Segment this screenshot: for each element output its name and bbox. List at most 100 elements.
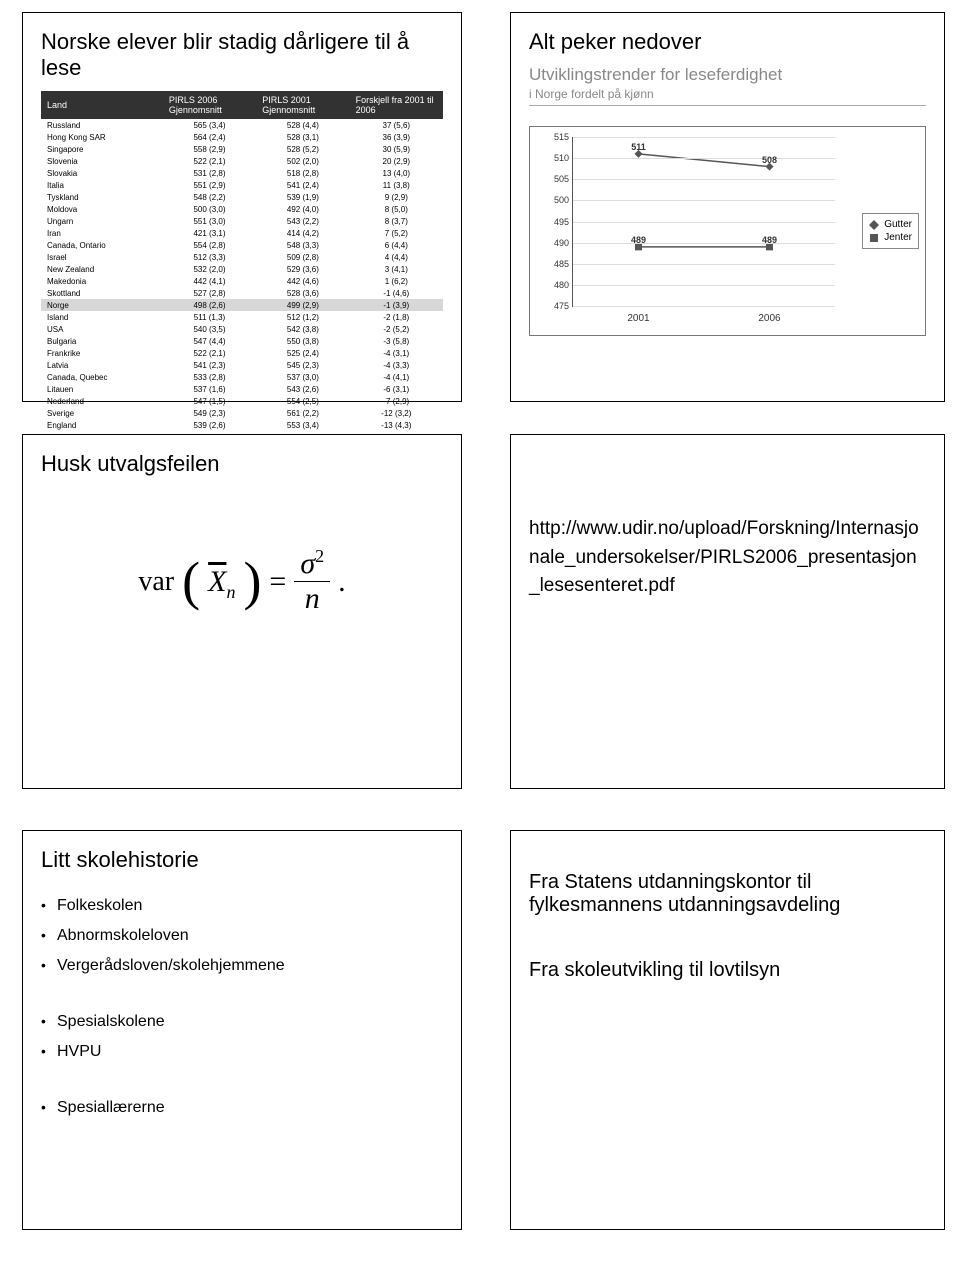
table-cell: 539 (2,6)	[163, 419, 256, 431]
slide6-text: Fra Statens utdanningskontor til fylkesm…	[529, 871, 926, 982]
table-cell: 522 (2,1)	[163, 155, 256, 167]
table-cell: 529 (3,6)	[256, 263, 349, 275]
point-label: 508	[762, 155, 777, 165]
table-cell: Slovenia	[41, 155, 163, 167]
slide5-title: Litt skolehistorie	[41, 847, 443, 873]
slide-history: Litt skolehistorie Folkeskolen Abnormsko…	[22, 830, 462, 1230]
table-cell: 528 (4,4)	[256, 119, 349, 131]
table-cell: 509 (2,8)	[256, 251, 349, 263]
slide-from-to: Fra Statens utdanningskontor til fylkesm…	[510, 830, 945, 1230]
table-cell: 543 (2,2)	[256, 215, 349, 227]
table-row: Hong Kong SAR564 (2,4)528 (3,1)36 (3,9)	[41, 131, 443, 143]
table-cell: 543 (2,6)	[256, 383, 349, 395]
table-row: Slovakia531 (2,8)518 (2,8)13 (4,0)	[41, 167, 443, 179]
table-cell: 7 (5,2)	[350, 227, 443, 239]
slide-pirls-table: Norske elever blir stadig dårligere til …	[22, 12, 462, 402]
slide2-sub: Utviklingstrender for leseferdighet	[529, 65, 926, 85]
table-row: England539 (2,6)553 (3,4)-13 (4,3)	[41, 419, 443, 431]
table-cell: 518 (2,8)	[256, 167, 349, 179]
table-cell: Skottland	[41, 287, 163, 299]
table-cell: 548 (2,2)	[163, 191, 256, 203]
y-tick: 490	[543, 238, 569, 248]
table-cell: 3 (4,1)	[350, 263, 443, 275]
table-cell: 442 (4,6)	[256, 275, 349, 287]
square-icon	[869, 233, 879, 243]
x-tick: 2001	[627, 313, 649, 324]
table-cell: 1 (6,2)	[350, 275, 443, 287]
table-cell: 11 (3,8)	[350, 179, 443, 191]
table-cell: 36 (3,9)	[350, 131, 443, 143]
table-cell: Italia	[41, 179, 163, 191]
table-cell: Canada, Ontario	[41, 239, 163, 251]
y-tick: 500	[543, 195, 569, 205]
bullet-item: Abnormskoleloven	[41, 921, 443, 951]
table-cell: 4 (4,4)	[350, 251, 443, 263]
chart-legend: Gutter Jenter	[862, 213, 919, 249]
table-cell: -2 (5,2)	[350, 323, 443, 335]
table-row: Bulgaria547 (4,4)550 (3,8)-3 (5,8)	[41, 335, 443, 347]
table-cell: 37 (5,6)	[350, 119, 443, 131]
table-cell: 553 (3,4)	[256, 419, 349, 431]
slide6-line2: Fra skoleutvikling til lovtilsyn	[529, 959, 926, 982]
table-row: New Zealand532 (2,0)529 (3,6)3 (4,1)	[41, 263, 443, 275]
table-cell: 545 (2,3)	[256, 359, 349, 371]
table-cell: 537 (1,6)	[163, 383, 256, 395]
th-2001: PIRLS 2001 Gjennomsnitt	[256, 91, 349, 119]
table-cell: 20 (2,9)	[350, 155, 443, 167]
table-cell: Tyskland	[41, 191, 163, 203]
table-cell: Frankrike	[41, 347, 163, 359]
table-row: Norge498 (2,6)499 (2,9)-1 (3,9)	[41, 299, 443, 311]
table-cell: 558 (2,9)	[163, 143, 256, 155]
table-cell: 537 (3,0)	[256, 371, 349, 383]
table-cell: 540 (3,5)	[163, 323, 256, 335]
table-row: Latvia541 (2,3)545 (2,3)-4 (3,3)	[41, 359, 443, 371]
table-cell: 6 (4,4)	[350, 239, 443, 251]
table-row: Tyskland548 (2,2)539 (1,9)9 (2,9)	[41, 191, 443, 203]
table-cell: Makedonia	[41, 275, 163, 287]
table-cell: -6 (3,1)	[350, 383, 443, 395]
bullet-item: HVPU	[41, 1037, 443, 1067]
x-tick: 2006	[758, 313, 780, 324]
variance-formula: var ( Xn ) = σ2 n .	[41, 547, 443, 616]
reference-url: http://www.udir.no/upload/Forskning/Inte…	[529, 515, 926, 601]
table-cell: 541 (2,3)	[163, 359, 256, 371]
th-2006: PIRLS 2006 Gjennomsnitt	[163, 91, 256, 119]
y-tick: 515	[543, 132, 569, 142]
bullet-item: Spesiallærerne	[41, 1093, 443, 1123]
table-cell: Nederland	[41, 395, 163, 407]
table-cell: -1 (4,6)	[350, 287, 443, 299]
table-row: Ungarn551 (3,0)543 (2,2)8 (3,7)	[41, 215, 443, 227]
y-tick: 480	[543, 280, 569, 290]
legend-jenter: Jenter	[869, 231, 912, 244]
table-cell: Canada, Quebec	[41, 371, 163, 383]
table-cell: 528 (5,2)	[256, 143, 349, 155]
table-cell: 549 (2,3)	[163, 407, 256, 419]
table-cell: USA	[41, 323, 163, 335]
table-cell: 30 (5,9)	[350, 143, 443, 155]
table-cell: -12 (3,2)	[350, 407, 443, 419]
table-cell: Hong Kong SAR	[41, 131, 163, 143]
table-cell: -2 (1,8)	[350, 311, 443, 323]
table-cell: 13 (4,0)	[350, 167, 443, 179]
table-cell: 551 (3,0)	[163, 215, 256, 227]
table-cell: Bulgaria	[41, 335, 163, 347]
table-cell: Latvia	[41, 359, 163, 371]
table-cell: 532 (2,0)	[163, 263, 256, 275]
diamond-icon	[869, 220, 879, 230]
table-cell: Slovakia	[41, 167, 163, 179]
history-bullets: Folkeskolen Abnormskoleloven Vergerådslo…	[41, 891, 443, 1123]
table-cell: 554 (2,5)	[256, 395, 349, 407]
table-cell: Norge	[41, 299, 163, 311]
table-cell: 511 (1,3)	[163, 311, 256, 323]
table-cell: 502 (2,0)	[256, 155, 349, 167]
table-row: Sverige549 (2,3)561 (2,2)-12 (3,2)	[41, 407, 443, 419]
table-row: Moldova500 (3,0)492 (4,0)8 (5,0)	[41, 203, 443, 215]
table-cell: New Zealand	[41, 263, 163, 275]
slide1-title: Norske elever blir stadig dårligere til …	[41, 29, 443, 81]
table-cell: 550 (3,8)	[256, 335, 349, 347]
table-cell: -13 (4,3)	[350, 419, 443, 431]
table-row: Iran421 (3,1)414 (4,2)7 (5,2)	[41, 227, 443, 239]
table-row: Singapore558 (2,9)528 (5,2)30 (5,9)	[41, 143, 443, 155]
th-land: Land	[41, 91, 163, 119]
table-cell: -3 (5,8)	[350, 335, 443, 347]
